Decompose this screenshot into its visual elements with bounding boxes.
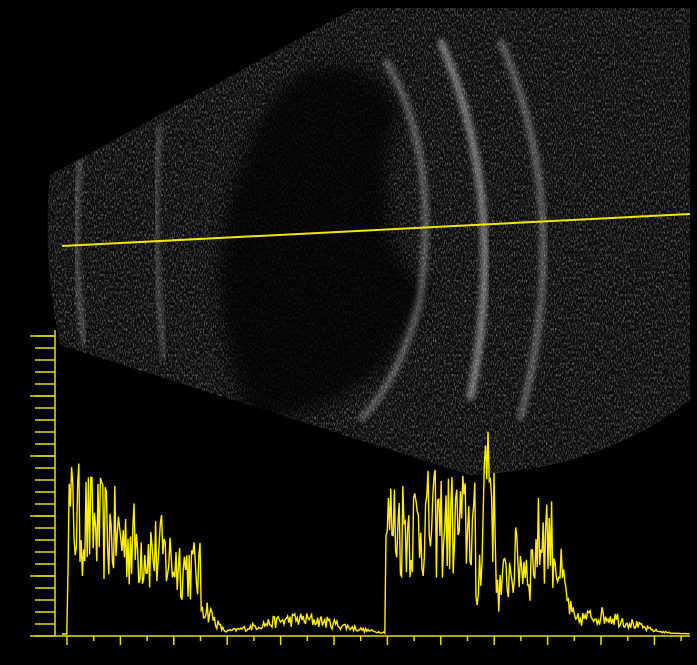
ultrasound-view [0, 0, 697, 665]
page: (() => { const data = JSON.parse(documen… [0, 0, 697, 665]
